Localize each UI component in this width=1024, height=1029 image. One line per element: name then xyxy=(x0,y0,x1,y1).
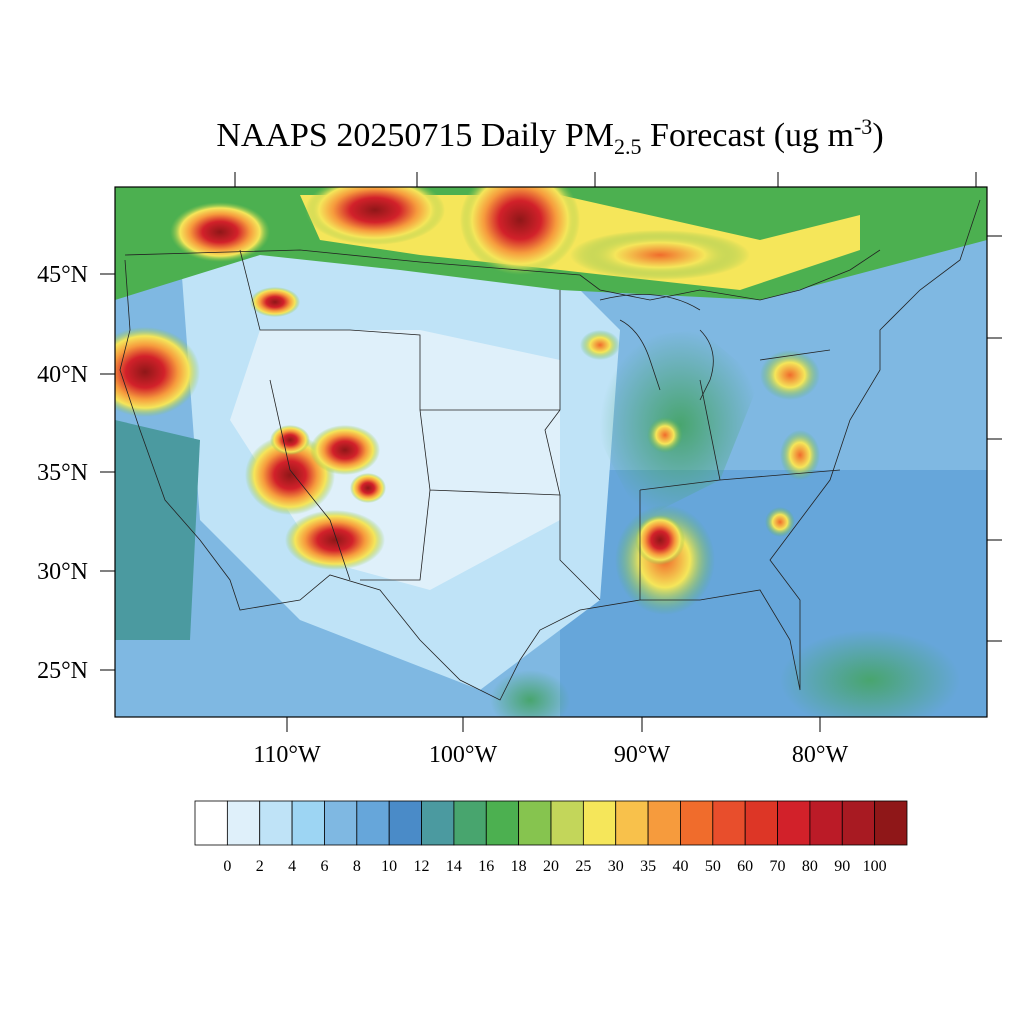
colorbar-label: 6 xyxy=(320,858,328,875)
colorbar-box xyxy=(485,800,520,846)
colorbar-box xyxy=(356,800,390,846)
colorbar-label: 100 xyxy=(863,858,887,875)
colorbar-box xyxy=(744,800,778,846)
lon-label: 100°W xyxy=(429,742,498,768)
lat-label: 30°N xyxy=(37,559,88,585)
lat-label: 45°N xyxy=(37,262,88,288)
colorbar-label: 18 xyxy=(511,858,527,875)
colorbar-box xyxy=(453,800,487,846)
lat-label: 25°N xyxy=(37,658,88,684)
lat-label: 35°N xyxy=(37,460,88,486)
axis-ticks xyxy=(100,172,1002,732)
axis-labels: 45°N 40°N 35°N 30°N 25°N 110°W 100°W 90°W 80°W xyxy=(37,262,848,768)
colorbar-label: 10 xyxy=(381,858,397,875)
colorbar-box xyxy=(582,800,617,846)
colorbar-label: 90 xyxy=(834,858,850,875)
colorbar-label: 20 xyxy=(543,858,559,875)
colorbar-label: 50 xyxy=(705,858,721,875)
colorbar-label: 80 xyxy=(802,858,818,875)
colorbar-box xyxy=(680,800,714,846)
colorbar: 0 2 4 6 8 10 12 14 16 18 20 25 30 35 40 50 60 70 80 90 100 xyxy=(194,800,908,875)
colorbar-box xyxy=(777,800,811,846)
colorbar-box xyxy=(324,800,358,846)
colorbar-box xyxy=(518,800,552,846)
title-text: NAAPS 20250715 Daily PM xyxy=(216,117,614,154)
colorbar-label: 2 xyxy=(256,858,264,875)
title-text: Forecast (ug m xyxy=(642,117,854,154)
title-text: ) xyxy=(872,117,883,154)
colorbar-box xyxy=(550,800,584,846)
colorbar-box xyxy=(615,800,649,846)
colorbar-box xyxy=(259,800,293,846)
colorbar-label: 35 xyxy=(640,858,656,875)
colorbar-box xyxy=(809,800,843,846)
pm25-field xyxy=(115,187,987,717)
colorbar-box xyxy=(388,800,422,846)
colorbar-box xyxy=(226,800,261,846)
colorbar-label: 8 xyxy=(353,858,361,875)
colorbar-label: 70 xyxy=(770,858,786,875)
colorbar-label: 14 xyxy=(446,858,462,875)
title-superscript: -3 xyxy=(854,114,872,139)
colorbar-box xyxy=(194,800,228,846)
lon-label: 80°W xyxy=(792,742,849,768)
colorbar-label: 30 xyxy=(608,858,624,875)
colorbar-label: 12 xyxy=(414,858,430,875)
colorbar-box xyxy=(841,800,876,846)
map-frame xyxy=(114,186,988,718)
colorbar-label: 60 xyxy=(737,858,753,875)
colorbar-box xyxy=(647,800,681,846)
colorbar-label: 0 xyxy=(223,858,231,875)
lon-label: 90°W xyxy=(614,742,671,768)
colorbar-box xyxy=(874,800,908,846)
colorbar-label: 16 xyxy=(478,858,494,875)
colorbar-box xyxy=(291,800,325,846)
title-subscript: 2.5 xyxy=(614,134,642,159)
lon-label: 110°W xyxy=(253,742,321,768)
lat-label: 40°N xyxy=(37,362,88,388)
colorbar-box xyxy=(421,800,455,846)
colorbar-label: 25 xyxy=(575,858,591,875)
map-title: NAAPS 20250715 Daily PM2.5 Forecast (ug … xyxy=(216,114,883,159)
colorbar-label: 4 xyxy=(288,858,296,875)
colorbar-label: 40 xyxy=(672,858,688,875)
colorbar-box xyxy=(712,800,746,846)
